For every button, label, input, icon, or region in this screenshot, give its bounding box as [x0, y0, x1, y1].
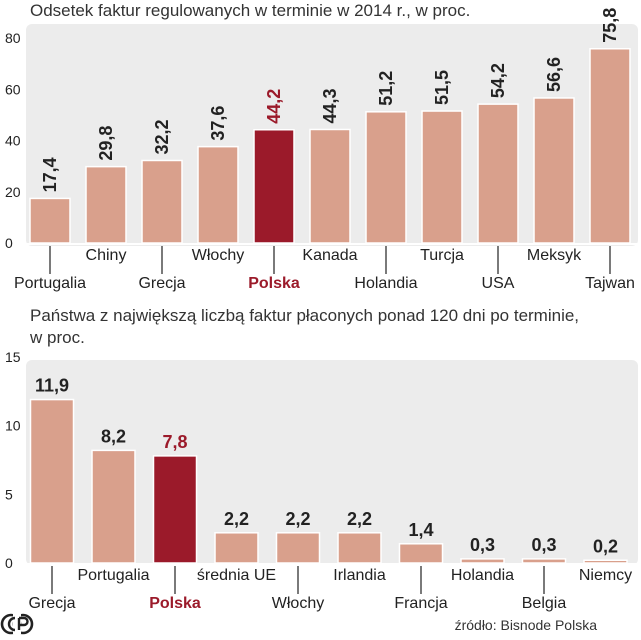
category-label-polska: Polska	[149, 595, 201, 612]
data-label: 51,2	[376, 71, 396, 106]
data-label: 51,5	[432, 70, 452, 105]
bar-niemcy	[583, 559, 628, 564]
bar-portugalia	[91, 449, 136, 564]
bar-wlochy	[275, 532, 321, 564]
chart-on-time-invoices: Odsetek faktur regulowanych w terminie w…	[0, 0, 641, 300]
data-label: 37,6	[208, 106, 228, 141]
bar-kanada	[309, 128, 351, 244]
data-label: 17,4	[40, 157, 60, 192]
chart-title: Państwa z największą liczbą faktur płaco…	[30, 306, 580, 347]
source-note: źródło: Bisnode Polska	[454, 617, 597, 633]
category-label-turcja: Turcja	[420, 247, 464, 264]
data-label: 0,3	[470, 535, 495, 555]
bar-tajwan	[589, 48, 631, 244]
category-label-kanada: Kanada	[302, 247, 357, 264]
data-label: 54,2	[488, 63, 508, 98]
chart-overdue-invoices-plot: 0 5 10 15 11,9 Grecja 8,2 Portugalia 7,8 Polska 2,…	[5, 349, 638, 612]
data-label: 29,8	[96, 126, 116, 161]
category-label-wlochy: Włochy	[192, 247, 244, 264]
category-label-polska: Polska	[248, 275, 300, 292]
category-label-holandia: Holandia	[451, 567, 514, 584]
chart-title: Odsetek faktur regulowanych w terminie w…	[30, 1, 471, 20]
data-label: 11,9	[35, 376, 69, 396]
category-label-irlandia: Irlandia	[333, 567, 386, 584]
bar-irlandia	[337, 532, 382, 564]
y-tick-label: 40	[5, 133, 21, 149]
chart-overdue-invoices: Państwa z największą liczbą faktur płaco…	[0, 300, 641, 620]
category-label-usa: USA	[482, 275, 515, 292]
data-label: 7,8	[162, 432, 187, 452]
data-label: 2,2	[347, 509, 372, 529]
data-label: 2,2	[224, 509, 249, 529]
y-tick-label: 0	[5, 555, 13, 571]
bar-turcja	[421, 110, 463, 244]
data-label: 0,3	[531, 535, 556, 555]
data-label: 75,8	[600, 8, 620, 43]
pap-logo	[0, 613, 34, 635]
bar-polska	[253, 128, 295, 244]
bar-grecja	[29, 398, 75, 564]
bar-srednia-ue	[214, 532, 259, 564]
bar-belgia	[521, 558, 567, 564]
bar-wlochy	[197, 145, 239, 244]
bar-polska	[152, 455, 198, 564]
category-label-belgia: Belgia	[522, 595, 567, 612]
category-label-holandia: Holandia	[354, 275, 417, 292]
y-tick-label: 10	[5, 418, 21, 434]
category-label-portugalia: Portugalia	[77, 567, 149, 584]
y-tick-label: 5	[5, 486, 13, 502]
data-label: 2,2	[285, 509, 310, 529]
bar-chiny	[85, 165, 127, 244]
data-label: 44,2	[264, 89, 284, 124]
bar-portugalia	[29, 197, 71, 244]
y-tick-label: 80	[5, 30, 21, 46]
category-label-portugalia: Portugalia	[14, 275, 86, 292]
chart-on-time-invoices-plot: 0 20 40 60 80 17,4 Portugalia 29,8 Chiny 32,2 Grec…	[5, 8, 638, 292]
bar-meksyk	[533, 97, 575, 244]
bar-usa	[477, 103, 519, 244]
data-label: 8,2	[101, 426, 126, 446]
y-tick-label: 0	[5, 235, 13, 251]
category-label-grecja: Grecja	[138, 275, 185, 292]
bar-holandia	[365, 111, 407, 244]
bar-francja	[398, 543, 444, 564]
data-label: 0,2	[593, 536, 618, 556]
y-tick-label: 60	[5, 81, 21, 97]
y-tick-label: 20	[5, 184, 21, 200]
category-label-srednia-ue: średnia UE	[197, 567, 276, 584]
category-label-niemcy: Niemcy	[579, 567, 632, 584]
y-tick-label: 15	[5, 349, 21, 365]
category-label-wlochy: Włochy	[272, 595, 324, 612]
data-label: 1,4	[408, 520, 433, 540]
category-label-tajwan: Tajwan	[585, 275, 635, 292]
bar-grecja	[141, 159, 183, 244]
category-label-meksyk: Meksyk	[527, 247, 582, 264]
data-label: 44,3	[320, 88, 340, 123]
category-label-francja: Francja	[394, 595, 447, 612]
data-label: 56,6	[544, 57, 564, 92]
category-label-chiny: Chiny	[86, 247, 127, 264]
data-label: 32,2	[152, 119, 172, 154]
category-label-grecja: Grecja	[28, 595, 75, 612]
bar-holandia	[460, 558, 505, 564]
